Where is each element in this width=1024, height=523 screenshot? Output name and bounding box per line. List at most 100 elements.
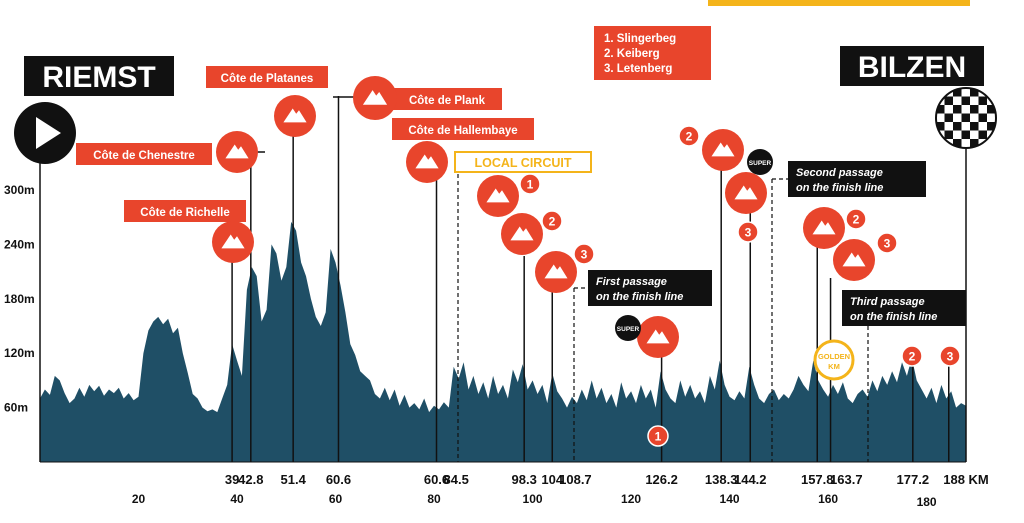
third-passage-line1: Third passage xyxy=(850,296,925,308)
checker-square-12 xyxy=(944,113,953,122)
x-tick-label-8: 180 xyxy=(917,495,937,509)
mountain-icon-9 xyxy=(711,142,735,157)
second-passage-line1: Second passage xyxy=(796,167,883,179)
number-badge-4 xyxy=(678,125,700,147)
number-badge-text-9: 3 xyxy=(947,350,954,364)
legend-item-2: 2. Keiberg xyxy=(604,48,660,60)
checker-square-23 xyxy=(995,130,996,139)
number-badge-text-4: 2 xyxy=(686,130,693,144)
y-tick-label-2: 180m xyxy=(4,292,35,306)
checker-square-26 xyxy=(970,139,979,148)
number-badge-5 xyxy=(737,221,759,243)
golden-km-icon xyxy=(813,339,855,381)
second-passage-box xyxy=(788,161,926,197)
local-circuit-label: LOCAL CIRCUIT xyxy=(475,156,572,170)
mountain-icon-7 xyxy=(544,264,568,279)
start-label: RIEMST xyxy=(42,61,155,94)
mountain-icon-2 xyxy=(283,108,307,123)
y-tick-label-1: 120m xyxy=(4,346,35,360)
super-badge-icon-1 xyxy=(615,315,641,341)
golden-km-badge: GOLDEN KM xyxy=(813,339,855,381)
checker-square-24 xyxy=(936,139,945,148)
checker-square-25 xyxy=(953,139,962,148)
x-tick-label-0: 20 xyxy=(132,492,146,506)
number-badge-text-1: 2 xyxy=(549,215,556,229)
checker-square-18 xyxy=(970,122,979,131)
super-badge-text-1: SUPER xyxy=(617,326,640,333)
climb-plank-label: Côte de Plank xyxy=(409,95,486,107)
header-accent-strip xyxy=(708,0,970,6)
climb-icons xyxy=(212,76,875,358)
mountain-icon-11 xyxy=(812,220,836,235)
checker-square-6 xyxy=(978,96,987,105)
km-marker-label-9: 126.2 xyxy=(645,472,678,487)
km-marker-label-4: 60.6 xyxy=(424,472,449,487)
first-passage-box xyxy=(588,270,712,306)
number-badge-9 xyxy=(939,345,961,367)
start-label-box xyxy=(24,56,174,96)
second-passage-line2: on the finish line xyxy=(796,182,883,194)
passage-labels: First passage on the finish line Second … xyxy=(573,161,966,462)
km-marker-label-13: 163.7 xyxy=(830,472,863,487)
start-block: RIEMST xyxy=(14,56,174,462)
mountain-icon-1 xyxy=(225,144,249,159)
mountain-icon-3 xyxy=(362,90,388,105)
km-marker-label-11: 144.2 xyxy=(734,472,767,487)
checker-square-17 xyxy=(953,122,962,131)
checker-square-9 xyxy=(953,105,962,114)
y-tick-label-3: 240m xyxy=(4,237,35,251)
legend-item-1: 1. Slingerbeg xyxy=(604,33,676,45)
checker-squares xyxy=(936,88,996,148)
first-passage-line2: on the finish line xyxy=(596,291,683,303)
number-badge-7 xyxy=(876,232,898,254)
checker-square-1 xyxy=(953,88,962,97)
play-arrow-icon xyxy=(36,117,61,149)
mountain-icon-0 xyxy=(221,234,245,249)
local-circuit: LOCAL CIRCUIT xyxy=(454,151,592,462)
x-tick-label-4: 100 xyxy=(523,492,543,506)
checker-square-0 xyxy=(936,88,945,97)
checker-square-28 xyxy=(944,147,953,148)
km-marker-label-15: 188 KM xyxy=(943,472,989,487)
checker-square-11 xyxy=(987,105,996,114)
checker-square-13 xyxy=(961,113,970,122)
super-sprint-badges: SUPER SUPER xyxy=(615,149,773,341)
super-badge-icon-2 xyxy=(747,149,773,175)
finish-label: BILZEN xyxy=(858,51,966,84)
climb-hallembaye-box xyxy=(392,118,534,140)
x-tick-label-3: 80 xyxy=(427,492,441,506)
climb-richelle-label: Côte de Richelle xyxy=(140,207,229,219)
y-axis-labels: 60m 120m 180m 240m 300m xyxy=(4,183,35,415)
x-tick-label-7: 160 xyxy=(818,492,838,506)
checker-square-30 xyxy=(978,147,987,148)
checker-square-10 xyxy=(970,105,979,114)
km-marker-label-6: 98.3 xyxy=(512,472,537,487)
checker-square-4 xyxy=(944,96,953,105)
third-passage-line2: on the finish line xyxy=(850,311,937,323)
x-tick-label-5: 120 xyxy=(621,492,641,506)
checkered-flag-icon xyxy=(935,87,997,149)
km-marker-label-1: 42.8 xyxy=(238,472,263,487)
number-badge-6 xyxy=(845,208,867,230)
number-badge-text-6: 2 xyxy=(853,213,860,227)
mountain-icon-12 xyxy=(842,252,866,267)
number-badge-text-8: 2 xyxy=(909,350,916,364)
number-badge-3 xyxy=(647,425,669,447)
y-tick-label-0: 60m xyxy=(4,401,28,415)
climbs-legend: 1. Slingerbeg 2. Keiberg 3. Letenberg xyxy=(594,26,711,80)
local-circuit-box xyxy=(454,151,592,173)
climb-chenestre-box xyxy=(76,143,212,165)
mountain-icon-10 xyxy=(734,185,758,200)
golden-km-line1: GOLDEN xyxy=(818,352,850,361)
number-badge-1 xyxy=(541,210,563,232)
mountain-icon-5 xyxy=(486,188,510,203)
golden-km-line2: KM xyxy=(828,362,840,371)
finish-label-box xyxy=(840,46,984,86)
km-marker-label-8: 108.7 xyxy=(559,472,592,487)
checker-square-5 xyxy=(961,96,970,105)
x-tick-label-6: 140 xyxy=(720,492,740,506)
km-marker-label-7: 104 xyxy=(541,472,563,487)
